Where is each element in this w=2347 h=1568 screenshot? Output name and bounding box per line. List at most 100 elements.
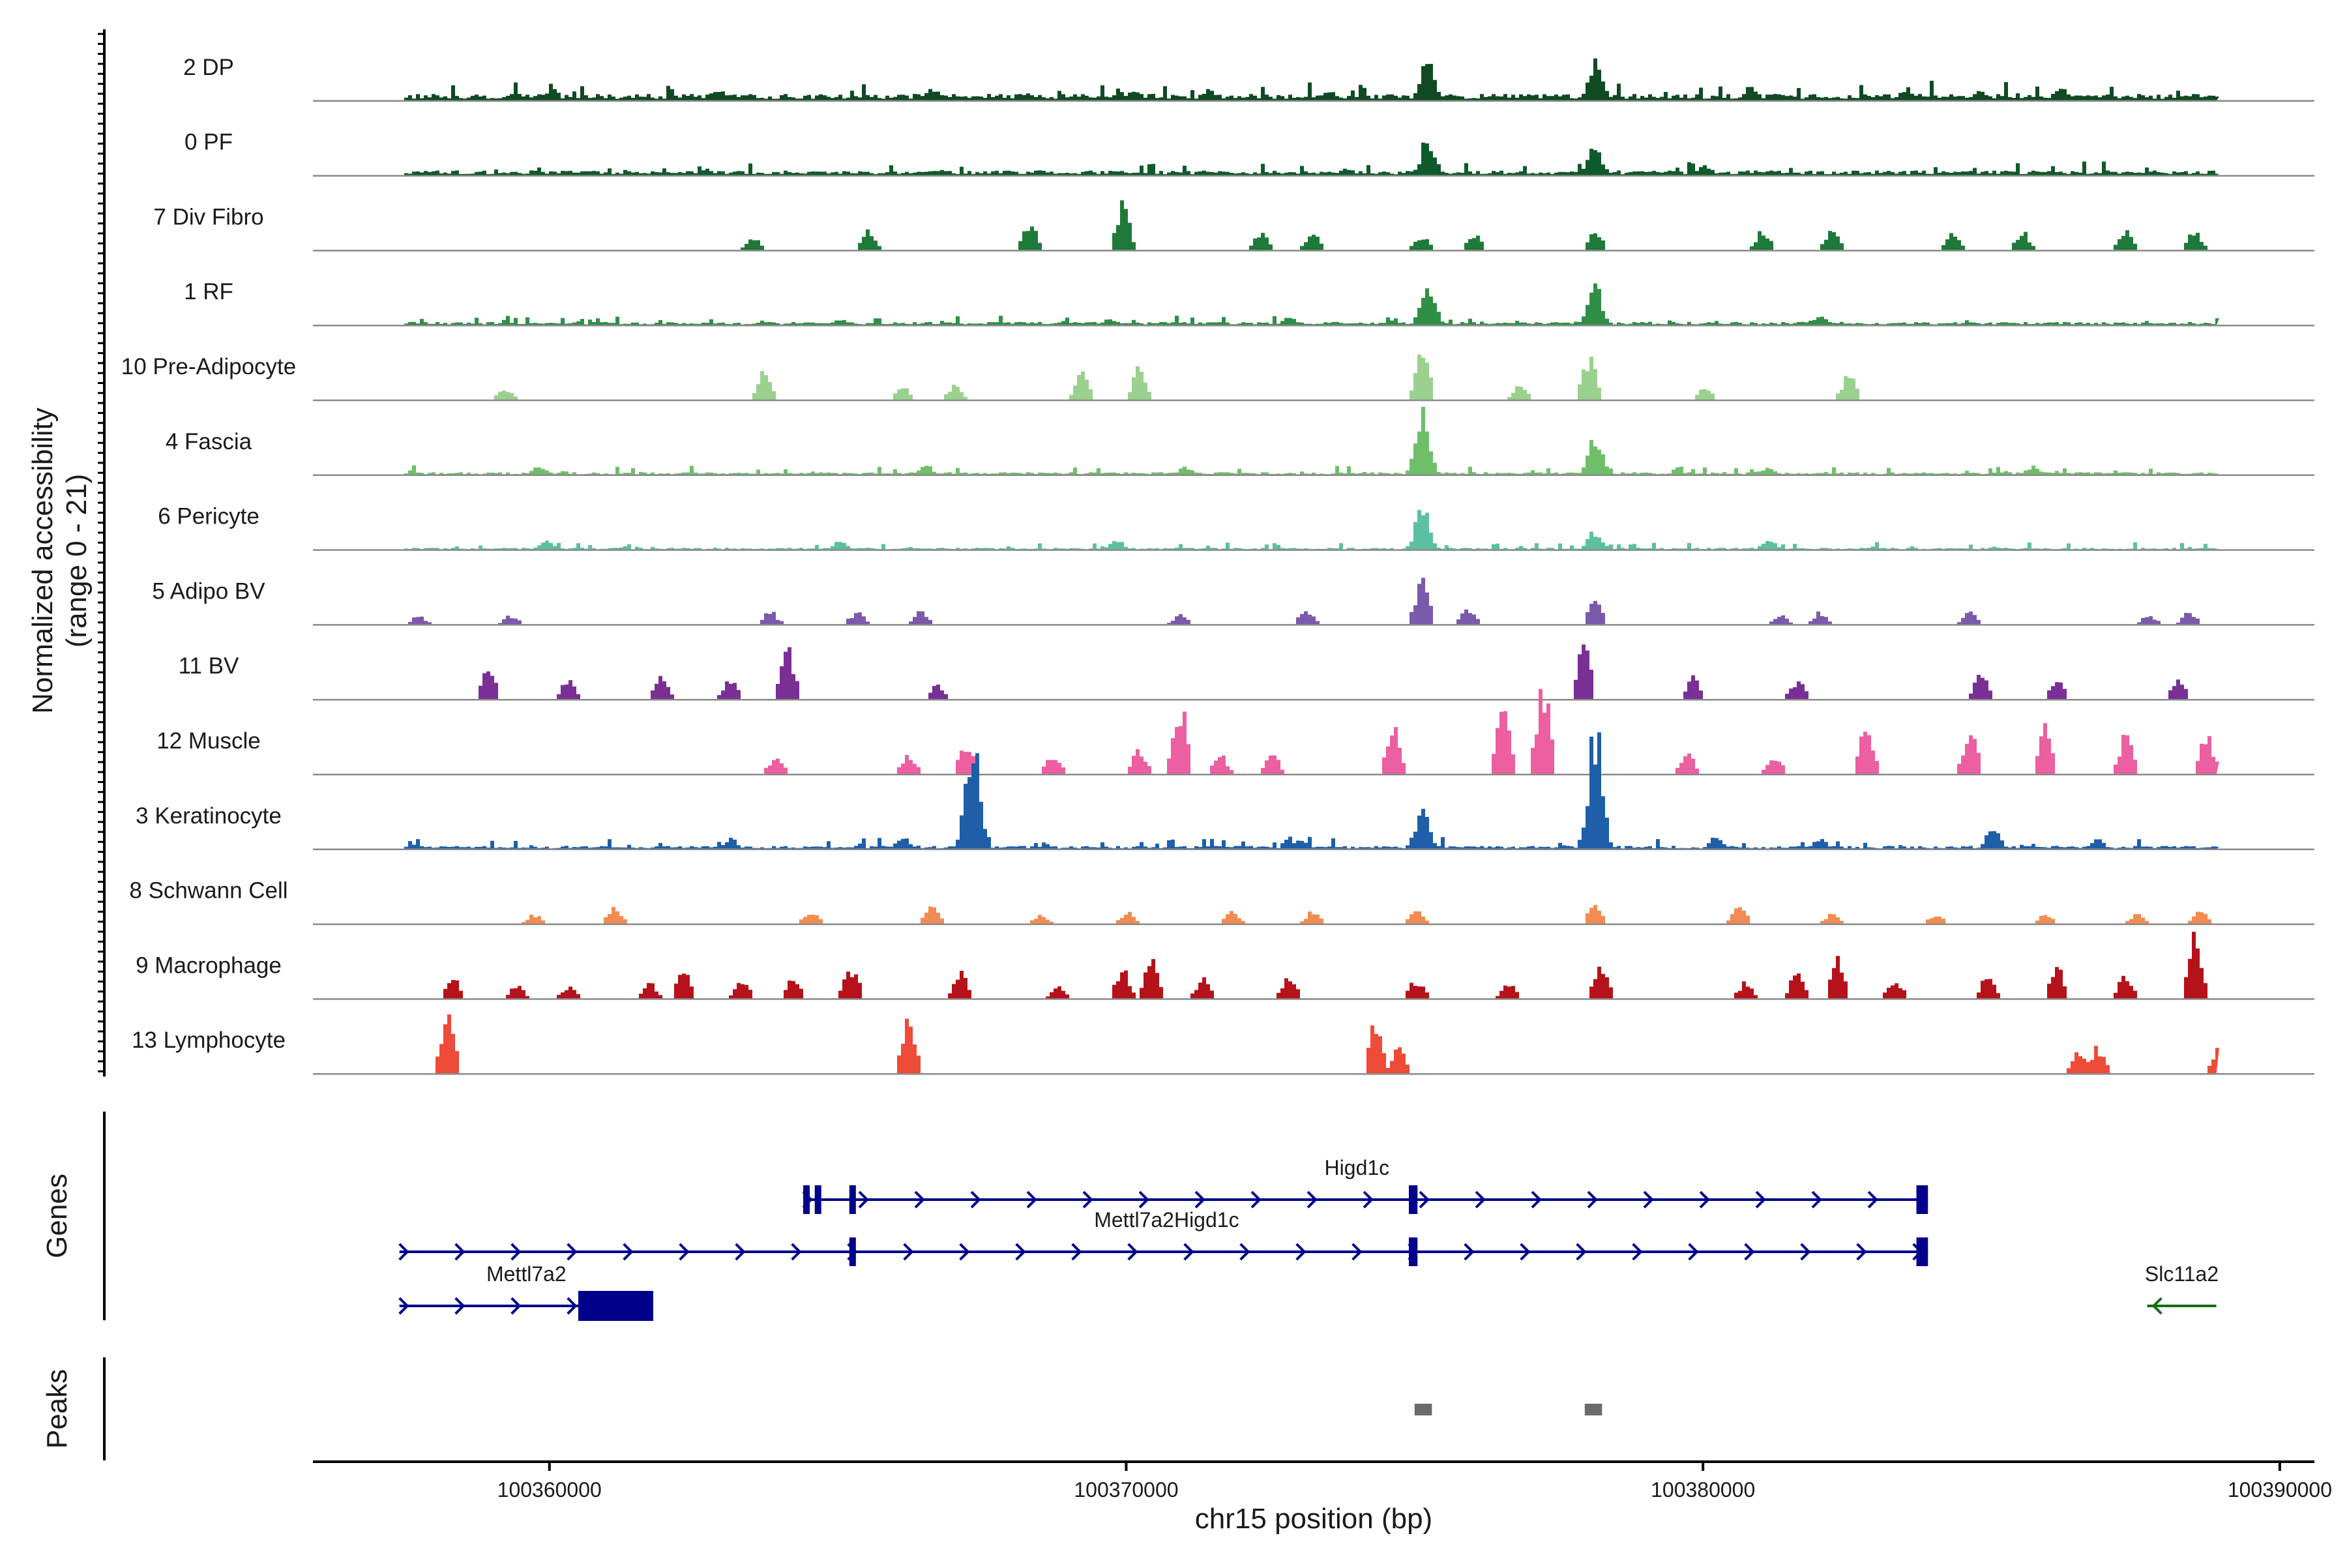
strand-arrow bbox=[1811, 1191, 1822, 1209]
y-axis-label-line-2: (range 0 - 21) bbox=[61, 474, 93, 648]
strand-arrow bbox=[679, 1243, 690, 1261]
gene-higd1c: Higd1c bbox=[802, 1156, 1928, 1214]
coverage-area bbox=[404, 1014, 2219, 1074]
strand-arrow bbox=[1475, 1191, 1486, 1209]
strand-arrow bbox=[1183, 1243, 1194, 1261]
strand-arrow bbox=[1856, 1243, 1867, 1261]
gene-label: Slc11a2 bbox=[2145, 1262, 2219, 1286]
strand-arrow bbox=[1755, 1191, 1766, 1209]
strand-arrow bbox=[1071, 1243, 1082, 1261]
strand-arrow bbox=[1082, 1191, 1093, 1209]
strand-arrow bbox=[454, 1297, 465, 1315]
strand-arrow bbox=[510, 1297, 522, 1315]
strand-arrow bbox=[398, 1297, 409, 1315]
strand-arrow bbox=[1239, 1243, 1250, 1261]
track-label: 4 Fascia bbox=[166, 429, 252, 454]
track-label: 6 Pericyte bbox=[158, 504, 259, 529]
track-label: 7 Div Fibro bbox=[153, 204, 263, 229]
coverage-track: 13 Lymphocyte bbox=[132, 1014, 2314, 1075]
x-tick-label: 100360000 bbox=[497, 1478, 602, 1501]
strand-arrow bbox=[1800, 1243, 1811, 1261]
strand-arrow bbox=[454, 1243, 465, 1261]
strand-arrow bbox=[959, 1243, 970, 1261]
strand-arrow bbox=[1026, 1191, 1037, 1209]
strand-arrow bbox=[735, 1243, 746, 1261]
x-tick-label: 100370000 bbox=[1074, 1478, 1178, 1501]
genes-panel-label: Genes bbox=[41, 1174, 73, 1258]
coverage-track: 0 PF bbox=[185, 130, 2314, 177]
gene-slc11a2: Slc11a2 bbox=[2145, 1262, 2219, 1315]
coverage-area bbox=[404, 688, 2219, 775]
coverage-track: 8 Schwann Cell bbox=[129, 878, 2314, 925]
coverage-area bbox=[404, 578, 2219, 625]
strand-arrow bbox=[1138, 1191, 1149, 1209]
coverage-track: 7 Div Fibro bbox=[153, 200, 2314, 252]
x-axis: 100360000 100370000 100380000 100390000 bbox=[313, 1460, 2332, 1501]
strand-arrow bbox=[1127, 1243, 1138, 1261]
genes-panel: Genes Higd1c Mettl7a2Higd1c Mettl7a2 Slc11a… bbox=[41, 1112, 2219, 1321]
strand-arrow bbox=[510, 1243, 522, 1261]
peak-region bbox=[1414, 1404, 1432, 1415]
exon bbox=[1408, 1185, 1418, 1214]
strand-arrow bbox=[1643, 1191, 1654, 1209]
track-label: 10 Pre-Adipocyte bbox=[121, 354, 296, 379]
strand-arrow bbox=[1867, 1191, 1878, 1209]
exon bbox=[803, 1185, 810, 1214]
strand-arrow bbox=[1419, 1191, 1430, 1209]
gene-label: Higd1c bbox=[1325, 1156, 1390, 1179]
coverage-area bbox=[404, 354, 2219, 400]
exon bbox=[1408, 1237, 1418, 1266]
gene-mettl7a2: Mettl7a2 bbox=[398, 1262, 653, 1321]
strand-arrow bbox=[1015, 1243, 1026, 1261]
strand-arrow bbox=[914, 1191, 925, 1209]
strand-arrow bbox=[1632, 1243, 1643, 1261]
coverage-area bbox=[404, 200, 2219, 251]
track-label: 5 Adipo BV bbox=[152, 578, 265, 604]
coverage-area bbox=[404, 510, 2219, 550]
strand-arrow bbox=[858, 1191, 869, 1209]
coverage-track: 2 DP bbox=[183, 55, 2314, 102]
coverage-area bbox=[404, 932, 2219, 999]
gene-models: Higd1c Mettl7a2Higd1c Mettl7a2 Slc11a2 bbox=[398, 1156, 2219, 1321]
coverage-area bbox=[404, 406, 2219, 475]
coverage-track: 11 BV bbox=[179, 644, 2314, 701]
strand-arrow bbox=[791, 1243, 802, 1261]
strand-arrow bbox=[1520, 1243, 1531, 1261]
strand-arrow bbox=[398, 1243, 409, 1261]
track-label: 13 Lymphocyte bbox=[132, 1028, 286, 1053]
peaks-panel: Peaks bbox=[41, 1357, 1602, 1460]
track-label: 1 RF bbox=[184, 279, 233, 304]
track-label: 3 Keratinocyte bbox=[136, 803, 282, 829]
strand-arrow bbox=[1587, 1191, 1598, 1209]
track-label: 0 PF bbox=[185, 130, 233, 155]
strand-arrow bbox=[1531, 1191, 1542, 1209]
peaks-panel-label: Peaks bbox=[41, 1369, 73, 1449]
coverage-track: 12 Muscle bbox=[156, 688, 2314, 776]
gene-label: Mettl7a2 bbox=[486, 1262, 567, 1286]
strand-arrow bbox=[2151, 1297, 2162, 1315]
coverage-track: 6 Pericyte bbox=[158, 504, 2314, 551]
peak-region bbox=[1584, 1404, 1602, 1415]
coverage-track: 5 Adipo BV bbox=[152, 578, 2314, 626]
exon bbox=[814, 1185, 821, 1214]
exon bbox=[578, 1291, 653, 1321]
y-axis-label-line-1: Normalized accessibility bbox=[27, 407, 59, 713]
coverage-area bbox=[404, 905, 2219, 925]
x-tick-label: 100390000 bbox=[2228, 1478, 2332, 1501]
track-label: 11 BV bbox=[179, 653, 239, 679]
strand-arrow bbox=[1295, 1243, 1306, 1261]
track-label: 9 Macrophage bbox=[136, 953, 282, 978]
strand-arrow bbox=[567, 1243, 578, 1261]
coverage-track: 9 Macrophage bbox=[136, 932, 2314, 1000]
coverage-area bbox=[404, 142, 2219, 176]
peak-regions bbox=[1414, 1404, 1602, 1415]
coverage-area bbox=[404, 644, 2219, 700]
coverage-track: 4 Fascia bbox=[166, 406, 2314, 477]
y-axis-label: Normalized accessibility (range 0 - 21) bbox=[27, 407, 93, 713]
strand-arrow bbox=[1351, 1243, 1363, 1261]
y-axis bbox=[98, 29, 106, 1077]
strand-arrow bbox=[903, 1243, 914, 1261]
strand-arrow bbox=[623, 1243, 634, 1261]
